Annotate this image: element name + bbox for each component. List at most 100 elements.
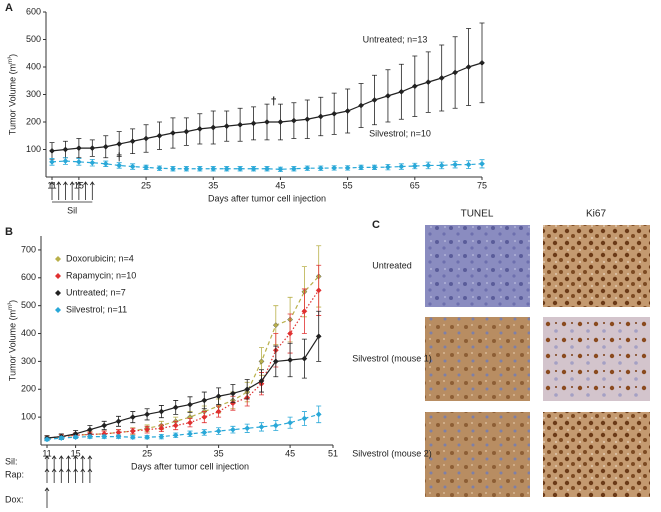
row-label: Untreated xyxy=(372,260,412,270)
dose-arrow xyxy=(80,468,86,483)
y-tick-label: 600 xyxy=(21,272,36,282)
data-point xyxy=(215,408,222,415)
data-point xyxy=(75,145,82,152)
y-tick-label: 300 xyxy=(26,89,41,99)
micrograph xyxy=(425,225,530,307)
column-header: TUNEL xyxy=(461,209,494,220)
data-point xyxy=(172,422,179,429)
data-point xyxy=(215,428,222,435)
dose-arrow xyxy=(76,181,82,200)
data-point xyxy=(452,69,459,76)
dose-arrow xyxy=(44,487,50,508)
data-point xyxy=(277,119,284,125)
data-point xyxy=(89,145,96,152)
dose-arrow xyxy=(49,181,55,200)
data-point xyxy=(304,165,311,172)
data-point xyxy=(272,358,279,365)
data-point xyxy=(183,165,190,172)
data-point xyxy=(172,432,179,439)
data-point xyxy=(229,426,236,433)
data-point xyxy=(479,160,485,167)
x-tick-label: 25 xyxy=(141,180,151,190)
data-point xyxy=(102,160,109,167)
legend-marker xyxy=(55,290,61,296)
data-point xyxy=(371,97,378,103)
data-point xyxy=(287,357,294,363)
data-point xyxy=(258,423,265,430)
legend-label: Untreated; n=7 xyxy=(66,287,126,297)
data-point xyxy=(244,425,251,432)
data-point xyxy=(301,415,308,422)
dose-arrow xyxy=(44,468,50,483)
data-point xyxy=(277,166,284,173)
data-point xyxy=(129,414,136,421)
x-tick-label: 15 xyxy=(71,448,81,458)
panel-label: A xyxy=(5,2,13,14)
data-point xyxy=(201,414,208,421)
annotation: † xyxy=(116,152,122,164)
x-axis-label: Days after tumor cell injection xyxy=(208,193,326,203)
data-point xyxy=(196,125,203,132)
data-point xyxy=(89,159,96,166)
data-point xyxy=(75,158,82,165)
data-point xyxy=(158,425,165,432)
micrograph xyxy=(425,317,530,401)
data-point xyxy=(287,330,294,337)
dose-arrow xyxy=(87,468,93,483)
dose-arrow xyxy=(51,468,57,483)
x-tick-label: 51 xyxy=(328,448,338,458)
column-header: Ki67 xyxy=(586,209,606,220)
y-tick-label: 400 xyxy=(26,61,41,71)
data-point xyxy=(201,429,208,436)
data-point xyxy=(116,162,123,169)
data-point xyxy=(264,165,270,172)
y-tick-label: 700 xyxy=(21,244,36,254)
data-point xyxy=(317,165,324,172)
data-point xyxy=(62,158,69,165)
y-axis-label: Tumor Volume (mm³) xyxy=(7,54,17,135)
data-point xyxy=(172,404,179,411)
data-point xyxy=(315,287,322,294)
y-tick-label: 200 xyxy=(26,116,41,126)
data-point xyxy=(49,158,55,165)
data-point xyxy=(237,121,244,128)
data-point xyxy=(169,130,176,136)
micrograph xyxy=(543,317,650,401)
data-point xyxy=(187,401,193,408)
data-point xyxy=(384,164,391,171)
data-point xyxy=(301,355,308,362)
data-point xyxy=(411,163,418,169)
data-point xyxy=(101,422,108,429)
legend-label: Silvestrol; n=11 xyxy=(66,304,127,314)
data-point xyxy=(115,433,122,440)
dose-arrow xyxy=(69,181,75,200)
schedule-label: Sil xyxy=(67,205,77,215)
data-point xyxy=(187,430,193,437)
data-point xyxy=(187,419,193,426)
data-point xyxy=(258,358,265,365)
data-point xyxy=(317,113,324,120)
data-point xyxy=(156,165,163,172)
x-tick-label: 35 xyxy=(214,448,224,458)
data-point xyxy=(129,163,136,170)
data-point xyxy=(115,418,122,425)
dose-arrow xyxy=(80,455,86,470)
data-point xyxy=(344,164,351,171)
data-point xyxy=(258,377,265,384)
legend-marker xyxy=(55,256,61,262)
y-axis-label: Tumor Volume (mm³) xyxy=(7,300,17,381)
x-tick-label: 65 xyxy=(410,180,420,190)
schedule-label: Rap: xyxy=(5,469,24,479)
data-point xyxy=(58,435,65,441)
series-line xyxy=(46,290,320,439)
data-point xyxy=(272,422,279,429)
dose-arrow xyxy=(83,181,88,200)
data-point xyxy=(287,419,294,426)
data-point xyxy=(143,164,150,171)
data-point xyxy=(331,164,338,171)
data-point xyxy=(223,165,230,172)
data-point xyxy=(72,434,79,441)
micrograph-panel: C TUNEL Ki67 Untreated Silvestrol (mouse… xyxy=(352,209,650,497)
y-tick-label: 100 xyxy=(21,412,36,422)
dose-arrow xyxy=(63,181,68,200)
